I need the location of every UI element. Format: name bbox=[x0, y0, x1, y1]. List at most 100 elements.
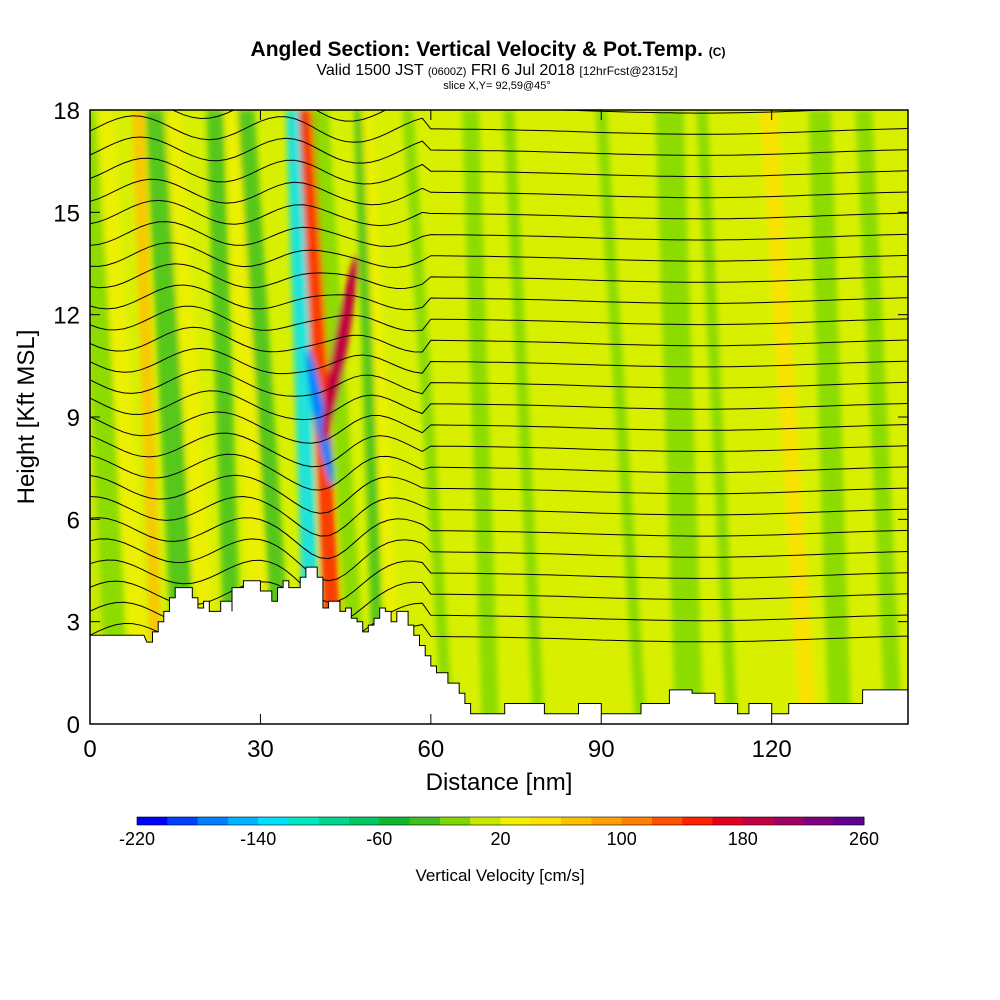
isentrope-line bbox=[90, 517, 908, 560]
chart-title: Angled Section: Vertical Velocity & Pot.… bbox=[251, 38, 726, 61]
velocity-band bbox=[696, 110, 738, 724]
isentrope-line bbox=[90, 199, 908, 227]
colorbar-swatch bbox=[137, 817, 168, 825]
valid-prefix: Valid 1500 JST bbox=[316, 62, 424, 79]
terrain bbox=[90, 566, 908, 724]
x-tick-label: 0 bbox=[83, 736, 96, 763]
colorbar-swatch bbox=[349, 817, 380, 825]
isentrope-lines bbox=[90, 110, 908, 666]
y-tick-label: 9 bbox=[67, 405, 80, 432]
x-tick-label: 120 bbox=[752, 736, 792, 763]
colorbar-swatch bbox=[651, 817, 683, 825]
velocity-band bbox=[461, 110, 499, 724]
velocity-band bbox=[90, 110, 130, 724]
colorbar-tick-label: -140 bbox=[240, 829, 276, 849]
y-axis-label: Height [Kft MSL] bbox=[13, 330, 40, 505]
isentrope-line bbox=[90, 474, 908, 514]
velocity-band bbox=[595, 110, 647, 724]
isentrope-line bbox=[90, 580, 908, 624]
colorbar-label: Vertical Velocity [cm/s] bbox=[415, 866, 584, 885]
isentrope-line bbox=[90, 538, 908, 582]
colorbar-swatch bbox=[561, 817, 592, 825]
colorbar-tick-label: 180 bbox=[728, 829, 758, 849]
colorbar-swatch bbox=[833, 817, 865, 825]
isentrope-line bbox=[90, 136, 908, 164]
colorbar-swatch bbox=[197, 817, 229, 825]
colorbar-swatch bbox=[470, 817, 501, 825]
isentrope-line bbox=[90, 326, 908, 353]
colorbar-tick-label: -220 bbox=[119, 829, 155, 849]
isentrope-line bbox=[90, 411, 908, 444]
colorbar-swatch bbox=[167, 817, 199, 825]
velocity-band bbox=[311, 110, 369, 724]
colorbar-swatch bbox=[682, 817, 714, 825]
colorbar-tick-label: -60 bbox=[366, 829, 392, 849]
y-tick-label: 12 bbox=[53, 303, 80, 330]
velocity-band bbox=[655, 110, 704, 724]
x-axis: 0 30 60 90 120 bbox=[83, 110, 792, 763]
y-axis: 0 3 6 9 12 15 18 bbox=[53, 98, 908, 739]
isentrope-line bbox=[90, 284, 908, 311]
chart-slice: slice X,Y= 92,59@45° bbox=[443, 80, 551, 92]
isentrope-line bbox=[90, 157, 908, 185]
plot-area bbox=[90, 110, 908, 724]
valid-date: FRI 6 Jul 2018 bbox=[471, 62, 575, 79]
colorbar-swatch bbox=[318, 817, 350, 825]
colorbar-swatch bbox=[712, 817, 744, 825]
velocity-band bbox=[132, 110, 164, 724]
isentrope-line bbox=[90, 221, 908, 248]
colorbar-swatch bbox=[803, 817, 835, 825]
colorbar-swatch bbox=[409, 817, 441, 825]
colorbar-frame bbox=[136, 816, 865, 826]
colorbar-swatch bbox=[500, 817, 532, 825]
x-axis-label: Distance [nm] bbox=[426, 769, 573, 796]
velocity-band bbox=[354, 110, 386, 724]
velocity-band bbox=[760, 110, 818, 724]
colorbar-swatch bbox=[439, 817, 471, 825]
isentrope-line bbox=[90, 495, 908, 537]
isentrope-line bbox=[90, 432, 908, 468]
colorbar-swatch bbox=[530, 817, 562, 825]
isentrope-line bbox=[90, 369, 908, 397]
isentrope-line bbox=[90, 559, 908, 603]
isentrope-line bbox=[90, 347, 908, 375]
x-tick-label: 60 bbox=[417, 736, 444, 763]
velocity-band bbox=[206, 110, 244, 724]
isentrope-line bbox=[90, 305, 908, 332]
colorbar-tick-label: 260 bbox=[849, 829, 879, 849]
velocity-band bbox=[808, 110, 852, 724]
colorbar-swatch bbox=[621, 817, 653, 825]
colorbar-swatch bbox=[379, 817, 411, 825]
isentrope-line bbox=[90, 390, 908, 421]
velocity-band bbox=[855, 110, 903, 724]
isentrope-line bbox=[90, 453, 908, 491]
velocity-band bbox=[145, 110, 198, 724]
colorbar-tick-label: 20 bbox=[490, 829, 510, 849]
valid-utc: (0600Z) bbox=[428, 66, 467, 78]
colorbar: -220 -140 -60 20 100 180 260 bbox=[119, 816, 879, 849]
velocity-band bbox=[95, 110, 153, 724]
velocity-band bbox=[224, 110, 272, 724]
chart-valid-time: Valid 1500 JST (0600Z) FRI 6 Jul 2018 [1… bbox=[316, 62, 677, 79]
colorbar-swatch bbox=[258, 817, 289, 825]
y-tick-label: 18 bbox=[53, 98, 80, 125]
velocity-band bbox=[163, 110, 221, 724]
velocity-band bbox=[237, 110, 295, 724]
y-tick-label: 0 bbox=[67, 712, 80, 739]
chart-title-text: Angled Section: Vertical Velocity & Pot.… bbox=[251, 38, 703, 61]
isentrope-line bbox=[90, 263, 908, 290]
x-tick-label: 30 bbox=[247, 736, 274, 763]
colorbar-swatch bbox=[591, 817, 623, 825]
y-tick-label: 15 bbox=[53, 200, 80, 227]
updraft-core bbox=[322, 255, 358, 443]
isentrope-line bbox=[90, 115, 908, 143]
isentrope-line bbox=[90, 178, 908, 206]
isentrope-line bbox=[90, 242, 908, 269]
x-tick-label: 90 bbox=[588, 736, 615, 763]
y-tick-label: 6 bbox=[67, 507, 80, 534]
colorbar-tick-label: 100 bbox=[607, 829, 637, 849]
colorbar-swatch bbox=[773, 817, 804, 825]
velocity-band bbox=[503, 110, 545, 724]
colorbar-swatch bbox=[742, 817, 774, 825]
